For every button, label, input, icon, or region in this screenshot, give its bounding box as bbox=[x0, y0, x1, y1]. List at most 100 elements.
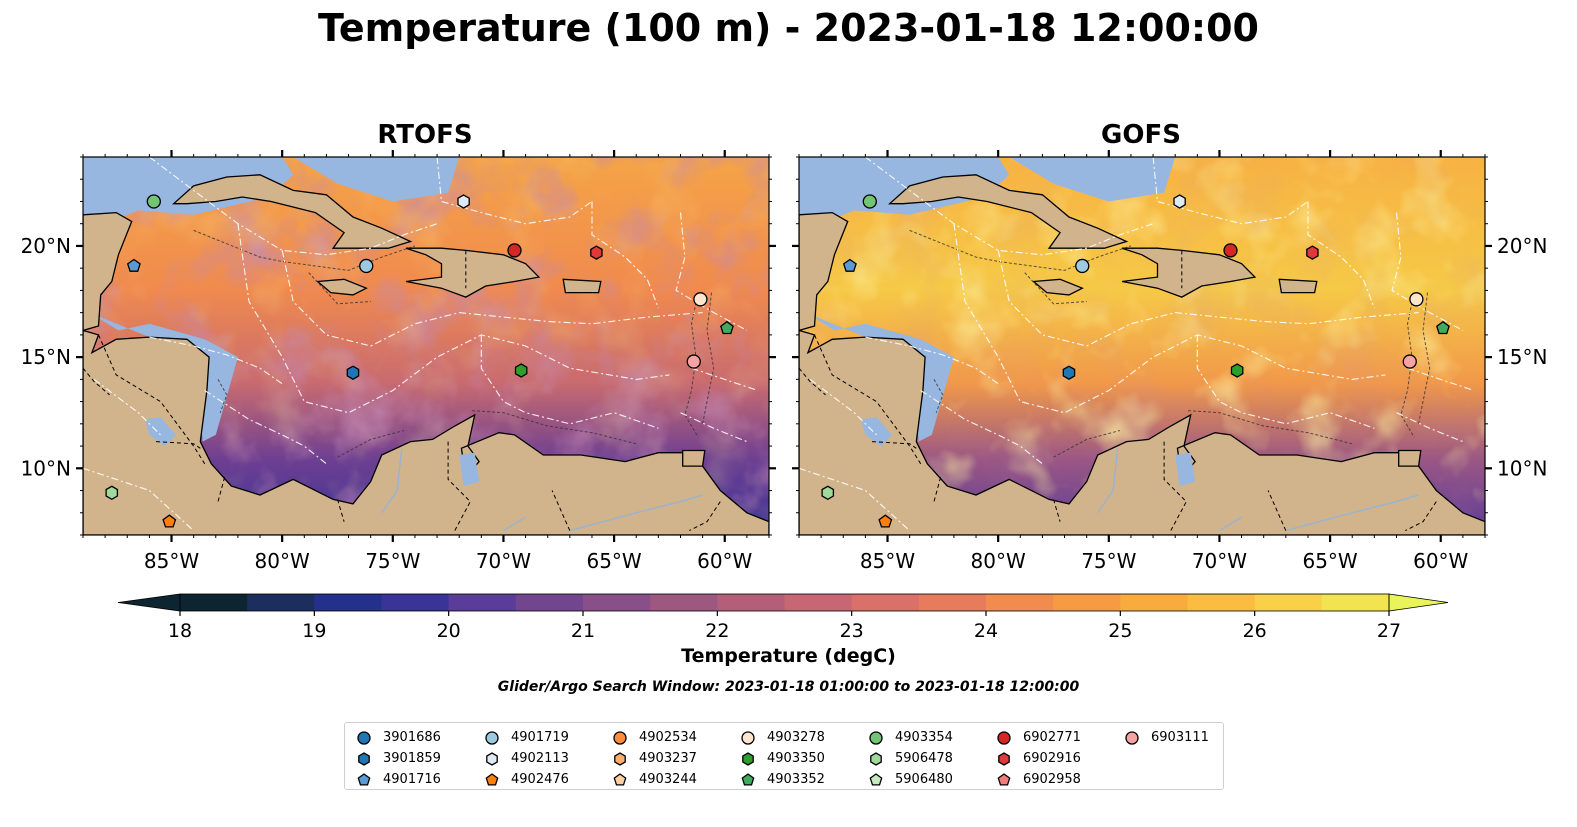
colorbar-segment bbox=[1321, 594, 1390, 611]
map-panel-rtofs: 85°W 80°W 75°W 70°W 65°W 60°W 20°N 15°N 10°N bbox=[21, 150, 776, 573]
eez-boundary bbox=[149, 336, 283, 385]
river bbox=[1097, 448, 1119, 514]
map-panel-gofs: 85°W 80°W 75°W 70°W 65°W 60°W 20°N 15°N 10°N bbox=[792, 150, 1547, 573]
lon-tick-label: 75°W bbox=[365, 549, 420, 573]
legend-marker-hexagon-icon bbox=[998, 751, 1010, 766]
legend-marker bbox=[357, 772, 371, 786]
bathymetry-contour bbox=[684, 292, 699, 438]
legend-item: 4903354 bbox=[867, 727, 953, 748]
legend-label: 6902771 bbox=[1023, 730, 1081, 745]
lon-tick-label: 70°W bbox=[1192, 549, 1247, 573]
legend-marker-pentagon-icon bbox=[741, 772, 755, 786]
legend-item: 4903350 bbox=[739, 748, 825, 769]
float-marker-6902916 bbox=[590, 245, 603, 260]
lon-tick-label: 60°W bbox=[697, 549, 752, 573]
legend-marker bbox=[613, 772, 627, 786]
country-border bbox=[1163, 441, 1187, 531]
colorbar-tick-label: 25 bbox=[1108, 620, 1132, 642]
lon-tick-label: 70°W bbox=[476, 549, 531, 573]
river bbox=[1285, 494, 1419, 532]
bathymetry-contour bbox=[1053, 430, 1121, 458]
legend-column: 3901686 3901859 4901716 bbox=[355, 727, 441, 790]
lat-tick-label: 20°N bbox=[1497, 234, 1547, 258]
legend-label: 6902916 bbox=[1023, 751, 1081, 766]
float-marker-4902113 bbox=[457, 194, 470, 209]
legend-label: 4903352 bbox=[767, 772, 825, 787]
legend-marker-circle-icon bbox=[1125, 730, 1139, 745]
eez-boundary bbox=[237, 223, 670, 414]
legend-label: 4903350 bbox=[767, 751, 825, 766]
colorbar: 18 19 20 21 22 23 24 25 26 27 bbox=[117, 593, 1449, 642]
float-marker-6902916 bbox=[1306, 245, 1319, 260]
float-marker-6903111 bbox=[686, 354, 701, 369]
legend-column: 6902771 6902916 6902958 bbox=[995, 727, 1081, 790]
legend-item: 4901719 bbox=[483, 727, 569, 748]
bathymetry-contour bbox=[1186, 410, 1353, 445]
legend-item: 4903352 bbox=[739, 769, 825, 790]
lon-tick-label: 85°W bbox=[860, 549, 915, 573]
country-border bbox=[814, 334, 922, 465]
map-frame bbox=[82, 156, 770, 536]
legend-marker-hexagon-icon bbox=[358, 751, 370, 766]
legend-item: 4903244 bbox=[611, 769, 697, 790]
lon-tick-label: 85°W bbox=[144, 549, 199, 573]
eez-boundary bbox=[93, 378, 161, 436]
legend-marker bbox=[869, 730, 883, 745]
country-border bbox=[1405, 501, 1437, 532]
legend-marker bbox=[358, 751, 370, 766]
country-border bbox=[217, 477, 226, 502]
legend-marker-circle-icon bbox=[741, 730, 755, 745]
legend-marker-pentagon-icon bbox=[485, 772, 499, 786]
lat-tick-label: 15°N bbox=[1497, 345, 1547, 369]
bathymetry-contour bbox=[337, 430, 405, 458]
lat-tick-label: 10°N bbox=[1497, 456, 1547, 480]
country-border bbox=[83, 367, 110, 396]
legend-item: 5906480 bbox=[867, 769, 953, 790]
legend-column: 6903111 bbox=[1123, 727, 1209, 748]
legend-marker bbox=[997, 730, 1011, 745]
float-marker-4903278 bbox=[693, 292, 708, 307]
colorbar-segment bbox=[650, 594, 718, 611]
bathymetry-contour bbox=[308, 272, 371, 305]
country-border bbox=[155, 441, 201, 449]
legend-marker bbox=[870, 751, 882, 766]
colorbar-extend-max bbox=[1388, 593, 1449, 612]
legend-marker-pentagon-icon bbox=[997, 772, 1011, 786]
legend-marker-circle-icon bbox=[613, 730, 627, 745]
legend-label: 5906480 bbox=[895, 772, 953, 787]
land bbox=[171, 174, 413, 249]
panel-title-rtofs: RTOFS bbox=[377, 120, 473, 150]
lon-tick-label: 80°W bbox=[971, 549, 1026, 573]
bathymetry-contour bbox=[1024, 272, 1087, 305]
colorbar-tick-label: 24 bbox=[974, 620, 998, 642]
lon-tick-label: 80°W bbox=[255, 549, 310, 573]
colorbar-segment bbox=[851, 594, 920, 611]
float-marker-4903352 bbox=[1436, 320, 1450, 335]
colorbar-tick-label: 19 bbox=[302, 620, 326, 642]
legend-item: 3901859 bbox=[355, 748, 441, 769]
colorbar-segment bbox=[918, 594, 987, 611]
legend-column: 4902534 4903237 4903244 bbox=[611, 727, 697, 790]
lat-tick-label: 10°N bbox=[21, 456, 71, 480]
legend-item: 4902534 bbox=[611, 727, 697, 748]
legend-label: 3901686 bbox=[383, 730, 441, 745]
legend-column: 4903278 4903350 4903352 bbox=[739, 727, 825, 790]
float-marker-4903352 bbox=[720, 320, 734, 335]
bathymetry-contour bbox=[217, 379, 228, 413]
river bbox=[503, 516, 526, 532]
colorbar-segment bbox=[180, 594, 248, 611]
eez-boundary bbox=[865, 336, 999, 385]
lat-tick-label: 15°N bbox=[21, 345, 71, 369]
country-border bbox=[551, 490, 571, 531]
legend-label: 4901719 bbox=[511, 730, 569, 745]
legend-label: 5906478 bbox=[895, 751, 953, 766]
legend-item: 4903278 bbox=[739, 727, 825, 748]
bathymetry-contour bbox=[193, 229, 416, 271]
legend: 3901686 3901859 4901716 4901719 4902113 49024… bbox=[344, 722, 1224, 790]
legend-label: 4903354 bbox=[895, 730, 953, 745]
colorbar-segment bbox=[314, 594, 382, 611]
legend-marker bbox=[485, 772, 499, 786]
legend-label: 4903237 bbox=[639, 751, 697, 766]
country-border bbox=[799, 367, 826, 396]
legend-label: 6903111 bbox=[1151, 730, 1209, 745]
